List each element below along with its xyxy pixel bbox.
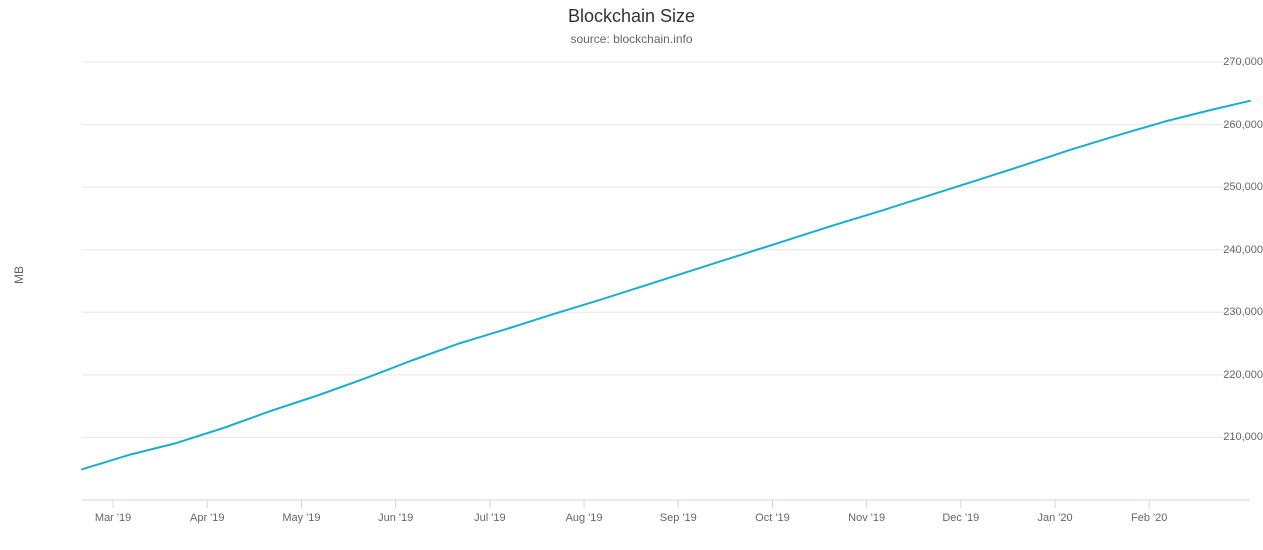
chart-plot-area bbox=[0, 0, 1263, 550]
x-tick-label: Nov '19 bbox=[848, 512, 885, 524]
y-tick-label: 230,000 bbox=[1191, 306, 1263, 318]
x-tick-label: Sep '19 bbox=[660, 512, 697, 524]
y-tick-label: 240,000 bbox=[1191, 244, 1263, 256]
y-tick-label: 260,000 bbox=[1191, 119, 1263, 131]
y-tick-label: 220,000 bbox=[1191, 369, 1263, 381]
y-tick-label: 270,000 bbox=[1191, 56, 1263, 68]
x-tick-label: Jan '20 bbox=[1037, 512, 1072, 524]
x-tick-label: Apr '19 bbox=[190, 512, 225, 524]
x-tick-label: Jul '19 bbox=[474, 512, 505, 524]
x-tick-label: Aug '19 bbox=[566, 512, 603, 524]
x-tick-label: May '19 bbox=[282, 512, 320, 524]
y-tick-label: 210,000 bbox=[1191, 431, 1263, 443]
x-tick-label: Mar '19 bbox=[95, 512, 131, 524]
chart-container: Blockchain Size source: blockchain.info … bbox=[0, 0, 1263, 550]
x-tick-label: Jun '19 bbox=[378, 512, 413, 524]
x-tick-label: Oct '19 bbox=[755, 512, 790, 524]
x-tick-label: Feb '20 bbox=[1131, 512, 1167, 524]
y-tick-label: 250,000 bbox=[1191, 181, 1263, 193]
x-tick-label: Dec '19 bbox=[942, 512, 979, 524]
